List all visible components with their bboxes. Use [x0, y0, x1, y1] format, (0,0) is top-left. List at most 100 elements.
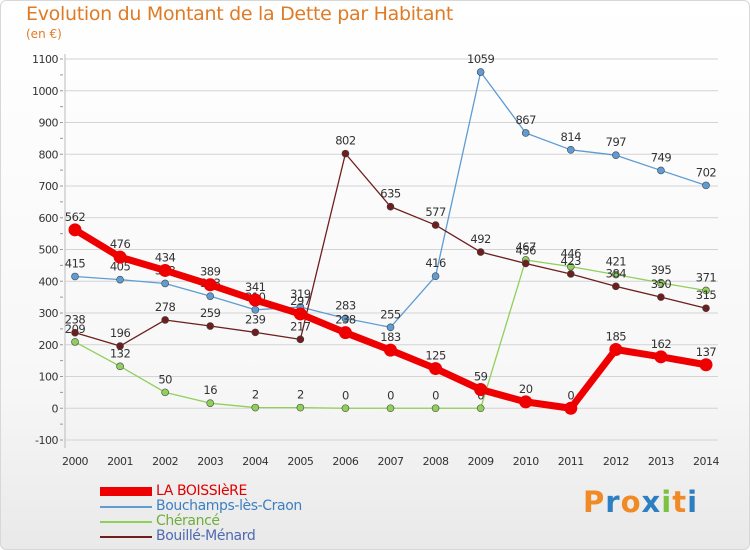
data-point — [68, 223, 82, 237]
data-label: 0 — [567, 388, 574, 402]
y-tick-label: 1100 — [32, 53, 58, 66]
data-point — [341, 314, 350, 323]
data-point — [71, 328, 79, 337]
data-point — [521, 129, 530, 137]
series-bouille: 238 196 278 259 239 217 802 635 577 492 456 423 384 3… — [65, 134, 717, 350]
data-label: 125 — [425, 349, 446, 363]
data-point — [248, 293, 262, 307]
data-point — [251, 328, 260, 337]
data-label: 319 — [290, 287, 311, 301]
y-tick-label: 200 — [39, 339, 59, 352]
chart-title: Evolution du Montant de la Dette par Hab… — [26, 3, 454, 25]
x-tick-label: 2008 — [423, 455, 449, 468]
data-point — [657, 166, 665, 175]
data-label: 341 — [245, 280, 266, 294]
legend-swatch-bouille — [100, 536, 152, 538]
data-label: 1059 — [467, 52, 494, 66]
data-label: 283 — [335, 298, 356, 312]
x-tick-label: 2013 — [648, 455, 674, 468]
data-label: 415 — [65, 256, 86, 270]
data-label: 802 — [335, 134, 356, 148]
data-point — [657, 279, 665, 287]
data-point — [519, 395, 533, 409]
data-label: 185 — [606, 330, 627, 344]
x-tick-label: 2007 — [378, 455, 404, 468]
data-label: 446 — [561, 247, 582, 261]
series-cherance: 2091325016220000467446421395371 — [65, 240, 717, 413]
data-point — [564, 401, 578, 415]
data-point — [702, 304, 710, 313]
data-label: 476 — [110, 237, 131, 251]
data-label: 20 — [519, 382, 533, 396]
data-point — [657, 293, 665, 301]
legend-swatch-cherance — [100, 521, 152, 523]
legend-label-la-boissiere: LA BOISSIèRE — [156, 483, 247, 499]
data-label: 2 — [297, 388, 304, 402]
data-label: 162 — [651, 337, 672, 351]
data-label: 749 — [651, 150, 672, 164]
y-tick-label: 500 — [39, 244, 59, 257]
data-point — [431, 404, 440, 413]
data-label: 456 — [515, 243, 536, 257]
x-tick-label: 2006 — [332, 455, 358, 468]
x-tick-label: 2002 — [152, 455, 178, 468]
data-label: 814 — [561, 130, 582, 144]
data-point — [338, 326, 352, 340]
data-point — [296, 403, 305, 412]
data-point — [161, 279, 169, 288]
x-tick-label: 2011 — [558, 455, 584, 468]
data-point — [116, 342, 124, 350]
data-point — [431, 272, 440, 280]
x-tick-label: 2001 — [107, 455, 133, 468]
y-tick-label: 100 — [39, 371, 59, 384]
data-point — [654, 350, 668, 364]
legend-label-cherance: Chérancé — [156, 513, 220, 529]
data-point — [386, 323, 395, 332]
data-label: 562 — [65, 210, 86, 224]
data-label: 371 — [696, 270, 717, 284]
data-label: 405 — [110, 260, 131, 274]
data-point — [113, 250, 127, 264]
data-label: 239 — [245, 312, 266, 326]
x-tick-label: 2000 — [62, 455, 88, 468]
y-tick-label: 0 — [52, 402, 59, 415]
x-tick-label: 2009 — [468, 455, 494, 468]
data-point — [206, 292, 215, 300]
data-label: 16 — [203, 383, 217, 397]
data-label: 315 — [696, 288, 717, 302]
data-point — [71, 338, 79, 346]
y-tick-label: 300 — [39, 307, 59, 320]
y-tick-label: -100 — [35, 434, 58, 447]
data-label: 867 — [515, 113, 536, 127]
data-label: 395 — [651, 263, 672, 277]
data-label: 635 — [380, 187, 401, 201]
data-point — [296, 335, 305, 344]
data-label: 297 — [290, 294, 311, 308]
data-label: 797 — [606, 135, 627, 149]
data-label: 259 — [200, 306, 221, 320]
data-point — [699, 358, 713, 372]
x-tick-label: 2012 — [603, 455, 629, 468]
legend-swatch-la-boissiere — [100, 487, 152, 496]
data-point — [702, 286, 710, 295]
data-label: 421 — [606, 255, 627, 269]
data-label: 416 — [425, 256, 446, 270]
data-label: 209 — [65, 322, 86, 336]
data-label: 196 — [110, 326, 131, 340]
legend-swatch-bouchamps — [100, 506, 152, 508]
legend-label-bouille: Bouillé-Ménard — [156, 528, 256, 544]
data-point — [251, 403, 260, 412]
data-label: 0 — [432, 388, 439, 402]
y-tick-label: 400 — [39, 275, 59, 288]
data-point — [431, 221, 440, 229]
data-label: 59 — [474, 370, 488, 384]
data-point — [384, 343, 397, 357]
data-label: 132 — [110, 346, 131, 360]
data-point — [429, 362, 443, 376]
data-point — [161, 388, 169, 397]
data-point — [612, 151, 620, 160]
data-point — [161, 316, 169, 324]
data-point — [206, 399, 215, 407]
y-tick-label: 900 — [39, 117, 59, 130]
